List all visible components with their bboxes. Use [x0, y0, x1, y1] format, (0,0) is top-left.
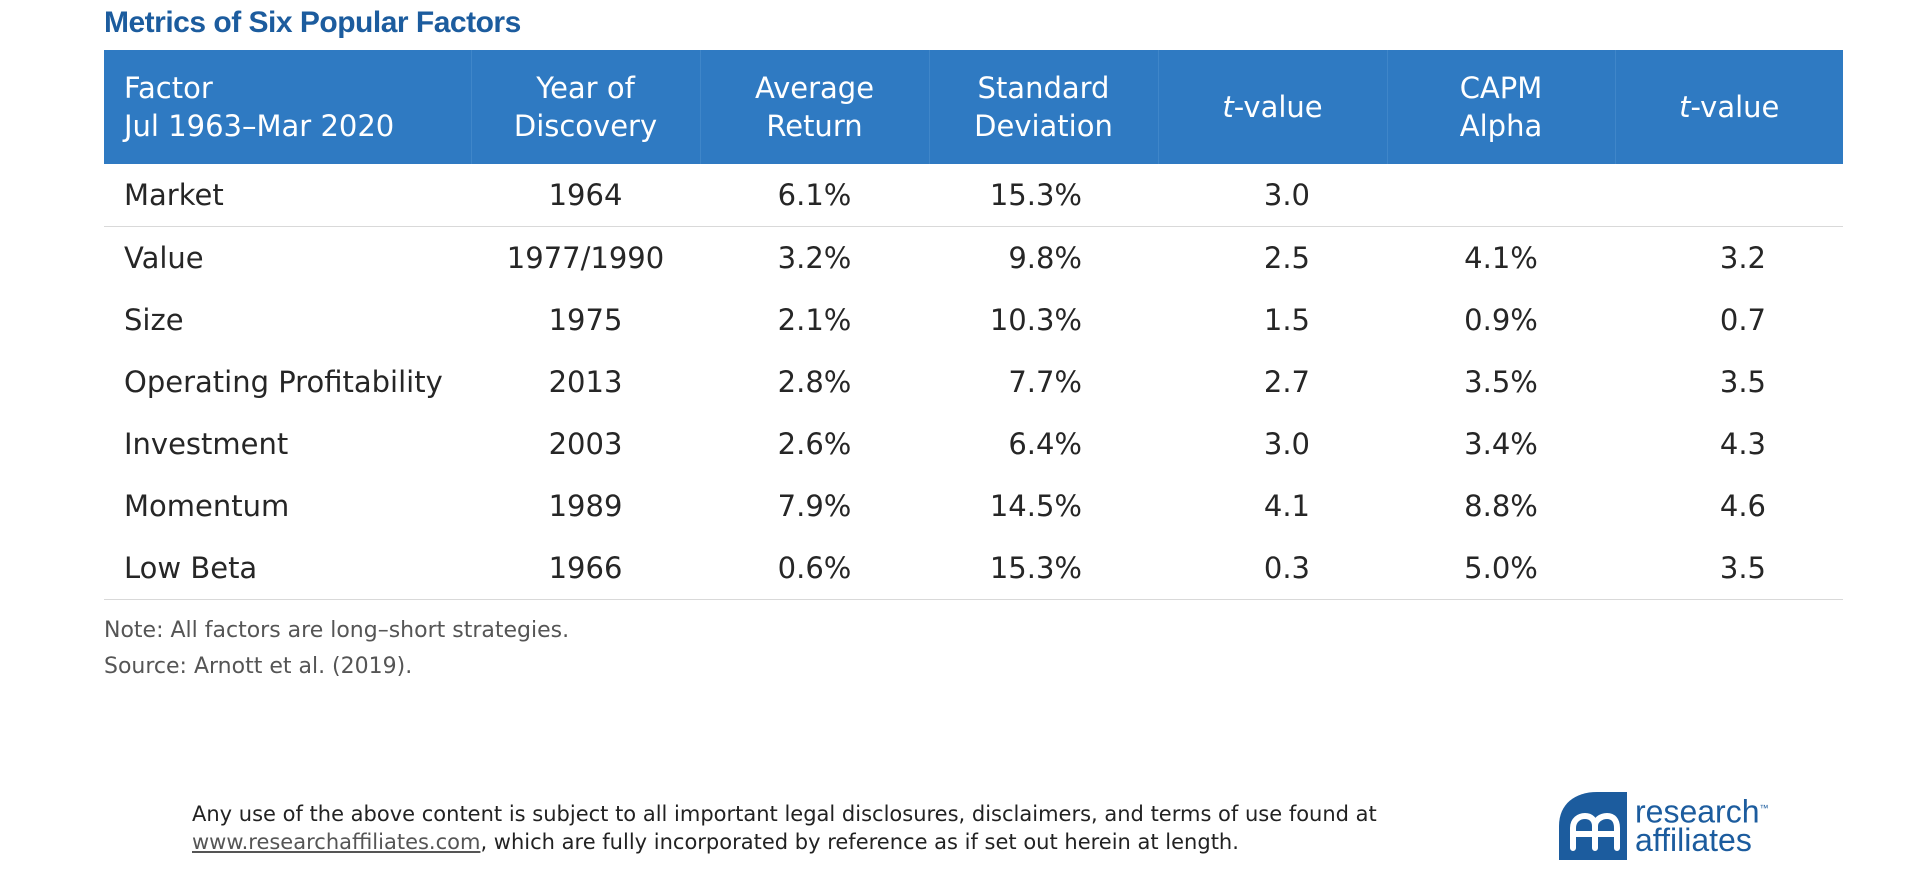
cell-year: 2003: [548, 427, 623, 461]
cell-t-value: 1.5: [1263, 303, 1310, 337]
cell-year: 1977/1990: [506, 241, 665, 275]
table-row-low-beta: Low Beta 1966 0.6% 15.3% 0.3 5.0% 3.5: [104, 537, 1843, 600]
cell-standard-deviation: 6.4%: [1008, 427, 1082, 461]
cell-factor: Market: [104, 164, 471, 227]
cell-capm-alpha: 3.5%: [1464, 365, 1538, 399]
cell-t-value: 2.7: [1263, 365, 1310, 399]
cell-factor: Momentum: [124, 489, 290, 523]
header-t-italic: t: [1222, 90, 1234, 124]
cell-alpha-t-value: 4.6: [1719, 489, 1766, 523]
header-factor-line1: Factor: [124, 71, 213, 105]
header-capm-line1: CAPM: [1459, 71, 1543, 105]
header-capm-alpha: CAPM Alpha: [1387, 50, 1616, 164]
cell-factor: Size: [124, 303, 184, 337]
cell-alpha-t-value: 0.7: [1719, 303, 1766, 337]
header-alpha-t-italic: t: [1679, 90, 1691, 124]
logo-word-affiliates: affiliates: [1635, 821, 1752, 858]
cell-standard-deviation: 9.8%: [1008, 241, 1082, 275]
cell-capm-alpha: 4.1%: [1464, 241, 1538, 275]
header-factor: Factor Jul 1963–Mar 2020: [104, 50, 472, 164]
cell-factor: Investment: [124, 427, 289, 461]
cell-standard-deviation: 7.7%: [1008, 365, 1082, 399]
legal-disclaimer: Any use of the above content is subject …: [192, 800, 1377, 856]
header-t-value: t-value: [1158, 50, 1388, 164]
cell-average-return: 0.6%: [700, 537, 929, 600]
header-std-line1: Standard: [977, 71, 1110, 105]
table-row-operating-profitability: Operating Profitability 2013 2.8% 7.7% 2…: [104, 351, 1843, 413]
cell-capm-alpha: [1387, 164, 1615, 227]
page-title: Metrics of Six Popular Factors: [104, 6, 521, 39]
cell-average-return: 2.8%: [777, 365, 852, 399]
cell-average-return: 7.9%: [777, 489, 852, 523]
disclaimer-line2: www.researchaffiliates.com, which are fu…: [192, 828, 1377, 856]
cell-alpha-t-value: 4.3: [1719, 427, 1766, 461]
cell-standard-deviation: 15.3%: [929, 164, 1158, 227]
cell-year: 2013: [548, 365, 623, 399]
header-year-of-discovery: Year of Discovery: [471, 50, 701, 164]
cell-standard-deviation: 14.5%: [989, 489, 1082, 523]
table-row-market: Market 1964 6.1% 15.3% 3.0: [104, 164, 1843, 227]
cell-t-value: 3.0: [1263, 427, 1310, 461]
header-year-line1: Year of: [536, 71, 635, 105]
header-capm-line2: Alpha: [1459, 109, 1543, 143]
cell-average-return: 2.1%: [777, 303, 852, 337]
cell-alpha-t-value: [1615, 164, 1843, 227]
cell-year: 1989: [548, 489, 623, 523]
cell-factor: Value: [124, 241, 204, 275]
logo-trademark: ™: [1759, 803, 1769, 814]
cell-year: 1966: [471, 537, 700, 600]
header-average-return: Average Return: [700, 50, 930, 164]
header-t-rest: -value: [1233, 90, 1323, 124]
research-affiliates-logo: research™ affiliates: [1555, 788, 1769, 860]
cell-capm-alpha: 3.4%: [1464, 427, 1538, 461]
cell-capm-alpha: 0.9%: [1464, 303, 1538, 337]
source-text: Source: Arnott et al. (2019).: [104, 654, 413, 679]
cell-capm-alpha: 5.0%: [1387, 537, 1615, 600]
cell-standard-deviation: 15.3%: [929, 537, 1158, 600]
header-year-line2: Discovery: [513, 109, 658, 143]
table-header-row: Factor Jul 1963–Mar 2020 Year of Discove…: [104, 50, 1843, 164]
disclaimer-line1: Any use of the above content is subject …: [192, 802, 1377, 826]
cell-alpha-t-value: 3.2: [1719, 241, 1766, 275]
cell-average-return: 2.6%: [777, 427, 852, 461]
cell-t-value: 2.5: [1263, 241, 1310, 275]
cell-alpha-t-value: 3.5: [1719, 365, 1766, 399]
logo-word-research: research: [1635, 793, 1760, 830]
cell-t-value: 0.3: [1158, 537, 1387, 600]
logo-wordmark: research™ affiliates: [1635, 793, 1769, 858]
research-affiliates-logo-icon: [1559, 792, 1627, 860]
cell-t-value: 4.1: [1263, 489, 1310, 523]
table-row-momentum: Momentum 1989 7.9% 14.5% 4.1 8.8% 4.6: [104, 475, 1843, 537]
cell-year: 1975: [548, 303, 623, 337]
cell-factor: Low Beta: [104, 537, 471, 600]
header-std-line2: Deviation: [974, 109, 1113, 143]
cell-capm-alpha: 8.8%: [1464, 489, 1538, 523]
cell-factor: Operating Profitability: [124, 365, 443, 399]
research-affiliates-link[interactable]: www.researchaffiliates.com: [192, 830, 481, 854]
cell-t-value: 3.0: [1158, 164, 1387, 227]
table-row-size: Size 1975 2.1% 10.3% 1.5 0.9% 0.7: [104, 289, 1843, 351]
factor-metrics-table: Factor Jul 1963–Mar 2020 Year of Discove…: [104, 50, 1843, 600]
cell-average-return: 3.2%: [777, 241, 852, 275]
header-alpha-t-value: t-value: [1615, 50, 1843, 164]
cell-year: 1964: [471, 164, 700, 227]
note-text: Note: All factors are long–short strateg…: [104, 618, 570, 643]
table-notes: Note: All factors are long–short strateg…: [104, 613, 569, 685]
table-row-value: Value 1977/1990 3.2% 9.8% 2.5 4.1% 3.2: [104, 227, 1843, 290]
cell-standard-deviation: 10.3%: [989, 303, 1082, 337]
header-avg-line1: Average: [754, 71, 875, 105]
header-factor-line2: Jul 1963–Mar 2020: [124, 109, 395, 143]
header-alpha-t-rest: -value: [1690, 90, 1780, 124]
table-row-investment: Investment 2003 2.6% 6.4% 3.0 3.4% 4.3: [104, 413, 1843, 475]
cell-average-return: 6.1%: [700, 164, 929, 227]
header-avg-line2: Return: [766, 109, 863, 143]
header-standard-deviation: Standard Deviation: [929, 50, 1159, 164]
cell-alpha-t-value: 3.5: [1615, 537, 1843, 600]
disclaimer-line2-rest: , which are fully incorporated by refere…: [480, 830, 1239, 854]
